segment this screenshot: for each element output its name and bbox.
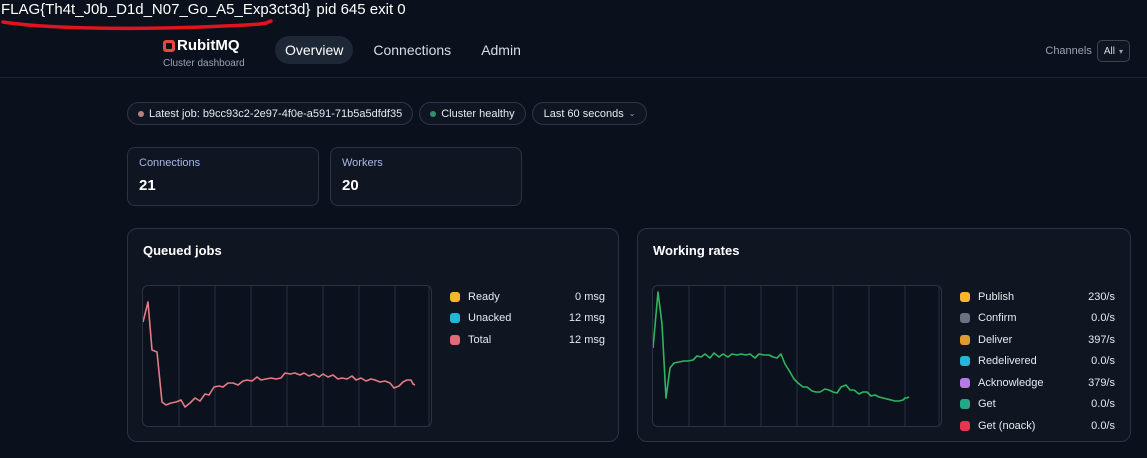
brand[interactable]: RubitMQ Cluster dashboard: [163, 37, 245, 69]
tab-overview[interactable]: Overview: [275, 36, 354, 64]
stat-card-workers: Workers 20: [330, 147, 522, 206]
queued-jobs-panel: Queued jobs Ready 0 msg Unacked 12 msg T…: [127, 228, 619, 442]
legend-name: Publish: [978, 290, 1015, 303]
queued-jobs-sparkline: [143, 286, 430, 426]
channels-filter: Channels All ▾: [1045, 40, 1130, 62]
legend-swatch: [450, 291, 460, 302]
brand-subtitle: Cluster dashboard: [163, 58, 245, 69]
status-chips: Latest job: b9cc93c2-2e97-4f0e-a591-71b5…: [127, 102, 648, 125]
top-nav: RubitMQ Cluster dashboard Overview Conne…: [0, 24, 1147, 78]
stat-value: 20: [342, 177, 359, 194]
latest-job-chip[interactable]: Latest job: b9cc93c2-2e97-4f0e-a591-71b5…: [127, 102, 414, 125]
legend-value: 230/s: [1088, 290, 1115, 303]
flag-text: FLAG{Th4t_J0b_D1d_N07_Go_A5_Exp3ct3d}: [1, 1, 311, 18]
nav-tabs: Overview Connections Admin: [275, 36, 531, 64]
time-range-dropdown[interactable]: Last 60 seconds ⌄: [531, 102, 648, 125]
tab-admin[interactable]: Admin: [481, 42, 521, 58]
legend-value: 0.0/s: [1091, 398, 1115, 411]
stat-value: 21: [139, 177, 156, 194]
queued-jobs-legend: Ready 0 msg Unacked 12 msg Total 12 msg: [450, 286, 605, 351]
series-line: [653, 291, 910, 402]
legend-name: Unacked: [468, 312, 512, 325]
legend-value: 12 msg: [568, 312, 605, 325]
legend-value: 0.0/s: [1091, 312, 1115, 325]
panel-title: Queued jobs: [143, 243, 222, 258]
cluster-health-chip: Cluster healthy: [419, 102, 526, 125]
brand-name: RubitMQ: [177, 37, 240, 54]
working-rates-plot: [652, 285, 942, 427]
legend-name: Total: [468, 333, 492, 346]
working-rates-sparkline: [653, 286, 940, 426]
brand-name-row: RubitMQ: [163, 37, 245, 54]
legend-item-ready[interactable]: Ready 0 msg: [450, 286, 605, 308]
flag-text-wrap: FLAG{Th4t_J0b_D1d_N07_Go_A5_Exp3ct3d}: [1, 0, 311, 31]
legend-item-get[interactable]: Get 0.0/s: [960, 394, 1115, 416]
terminal-banner: FLAG{Th4t_J0b_D1d_N07_Go_A5_Exp3ct3d} pi…: [0, 0, 406, 31]
legend-swatch: [960, 377, 970, 388]
time-range-text: Last 60 seconds: [543, 107, 624, 120]
stat-label: Workers: [342, 157, 383, 169]
legend-swatch: [960, 356, 970, 367]
legend-name: Get (noack): [978, 419, 1036, 432]
series-line: [143, 301, 416, 408]
working-rates-panel: Working rates Publish 230/s Confirm 0.0/…: [637, 228, 1131, 442]
legend-item-unacked[interactable]: Unacked 12 msg: [450, 308, 605, 330]
health-dot-icon: [430, 110, 437, 117]
legend-value: 0.0/s: [1091, 419, 1115, 432]
legend-name: Redelivered: [978, 355, 1037, 368]
legend-swatch: [960, 420, 970, 431]
cluster-health-text: Cluster healthy: [441, 107, 515, 120]
legend-item-acknowledge[interactable]: Acknowledge 379/s: [960, 372, 1115, 394]
legend-value: 0 msg: [575, 290, 605, 303]
stat-card-connections: Connections 21: [127, 147, 319, 206]
legend-swatch: [450, 313, 460, 324]
legend-item-get-noack[interactable]: Get (noack) 0.0/s: [960, 415, 1115, 437]
legend-swatch: [960, 291, 970, 302]
queued-jobs-plot: [142, 285, 432, 427]
tab-connections[interactable]: Connections: [373, 42, 452, 58]
legend-value: 12 msg: [568, 333, 605, 346]
legend-name: Deliver: [978, 333, 1013, 346]
channels-label: Channels: [1045, 45, 1092, 57]
legend-name: Ready: [468, 290, 500, 303]
latest-job-text: Latest job: b9cc93c2-2e97-4f0e-a591-71b5…: [149, 107, 403, 120]
legend-swatch: [960, 399, 970, 410]
legend-name: Acknowledge: [978, 376, 1044, 389]
legend-item-total[interactable]: Total 12 msg: [450, 329, 605, 351]
legend-value: 379/s: [1088, 376, 1115, 389]
legend-name: Confirm: [978, 312, 1017, 325]
legend-swatch: [960, 313, 970, 324]
channels-select[interactable]: All ▾: [1096, 40, 1130, 62]
legend-swatch: [450, 334, 460, 345]
chevron-down-icon: ⌄: [628, 109, 636, 118]
legend-item-publish[interactable]: Publish 230/s: [960, 286, 1115, 308]
legend-value: 0.0/s: [1091, 355, 1115, 368]
legend-item-confirm[interactable]: Confirm 0.0/s: [960, 308, 1115, 330]
legend-swatch: [960, 334, 970, 345]
latest-job-dot-icon: [138, 110, 144, 117]
legend-name: Get: [978, 398, 996, 411]
exit-status: pid 645 exit 0: [316, 1, 406, 18]
stat-label: Connections: [139, 157, 201, 169]
working-rates-legend: Publish 230/s Confirm 0.0/s Deliver 397/…: [960, 286, 1115, 437]
legend-value: 397/s: [1088, 333, 1115, 346]
legend-item-deliver[interactable]: Deliver 397/s: [960, 329, 1115, 351]
channels-select-value: All: [1103, 45, 1115, 57]
rabbit-logo-icon: [163, 39, 175, 52]
chevron-down-icon: ▾: [1118, 46, 1123, 56]
panel-title: Working rates: [653, 243, 740, 258]
legend-item-redelivered[interactable]: Redelivered 0.0/s: [960, 351, 1115, 373]
